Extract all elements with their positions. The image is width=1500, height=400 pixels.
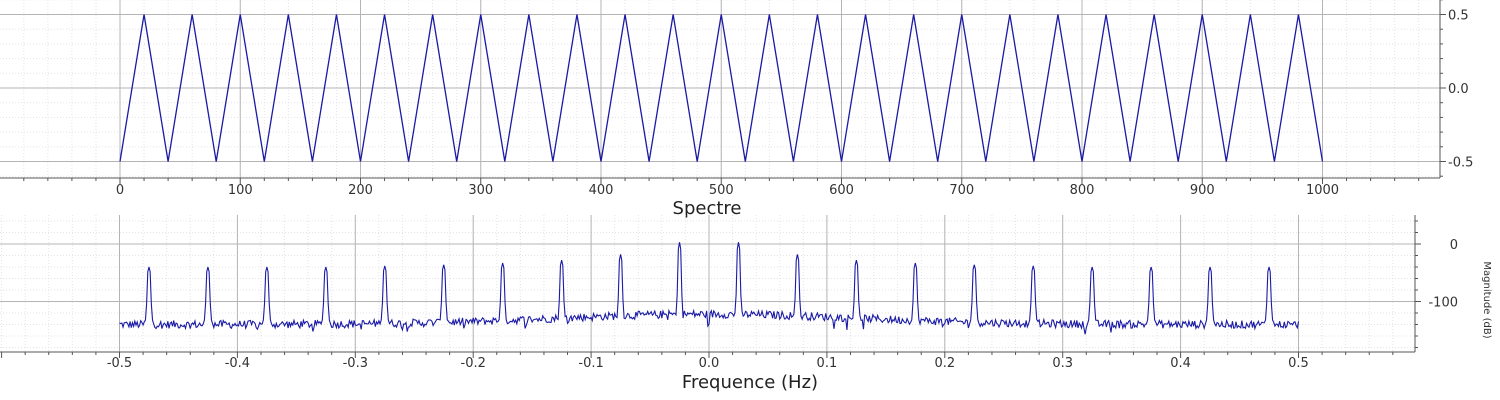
spectrum-plot-x-tick-label: 0.0 bbox=[699, 356, 720, 371]
time-plot-x-tick-label: 900 bbox=[1190, 183, 1215, 198]
time-plot-x-tick-label: 0 bbox=[116, 183, 124, 198]
spectrum-line bbox=[119, 242, 1300, 335]
spectrum-plot-x-tick-label: -0.3 bbox=[343, 356, 368, 371]
time-plot-x-tick-label: 500 bbox=[709, 183, 734, 198]
spectrum-plot-x-tick-label: -0.1 bbox=[578, 356, 603, 371]
time-plot-major-grid bbox=[0, 0, 1440, 178]
spectrum-plot-x-tick-label: 0.3 bbox=[1052, 356, 1073, 371]
spectrum-plot-y-tick-label: -100 bbox=[1428, 296, 1458, 311]
time-plot-x-ticks: 0 100 200 300 400 500 600 700 800 900 1000 bbox=[23, 178, 1420, 198]
spectrum-plot-x-tick-label: -0.4 bbox=[225, 356, 250, 371]
time-plot-x-tick-label: 700 bbox=[949, 183, 974, 198]
spectrum-plot-x-tick-label: 0.2 bbox=[934, 356, 955, 371]
time-plot-y-ticks: -0.5 0.0 0.5 bbox=[1440, 0, 1473, 177]
spectrum-plot-series bbox=[119, 242, 1300, 335]
time-plot-y-tick-label: 0.0 bbox=[1448, 82, 1469, 97]
spectrum-plot: -0.5 -0.4 -0.3 -0.2 -0.1 0.0 0.1 0.2 0.3 0.4 0.5 -… bbox=[0, 215, 1458, 371]
spectrum-plot-x-ticks: -0.5 -0.4 -0.3 -0.2 -0.1 0.0 0.1 0.2 0.3 0.4 0.5 bbox=[1, 352, 1394, 371]
spectrum-plot-y-ticks: -100 0 bbox=[1415, 220, 1458, 348]
time-plot: 0 100 200 300 400 500 600 700 800 900 1000 -0.5 0.0… bbox=[0, 0, 1473, 198]
time-plot-x-tick-label: 200 bbox=[348, 183, 373, 198]
spectrum-plot-x-tick-label: -0.5 bbox=[107, 356, 132, 371]
time-plot-series bbox=[119, 14, 1324, 162]
spectrum-plot-x-tick-label: 0.5 bbox=[1288, 356, 1309, 371]
spectrum-title: Spectre bbox=[673, 198, 742, 219]
spectrum-plot-minor-grid bbox=[0, 215, 1415, 352]
time-plot-x-tick-label: 800 bbox=[1070, 183, 1095, 198]
time-plot-x-tick-label: 400 bbox=[589, 183, 614, 198]
time-plot-line bbox=[119, 14, 1324, 162]
time-plot-x-tick-label: 100 bbox=[228, 183, 253, 198]
time-plot-x-tick-label: 1000 bbox=[1306, 183, 1339, 198]
spectrum-plot-y-tick-label: 0 bbox=[1450, 238, 1458, 253]
spectrum-plot-x-tick-label: 0.4 bbox=[1170, 356, 1191, 371]
spectrum-plot-x-tick-label: 0.1 bbox=[817, 356, 838, 371]
spectrum-plot-major-grid bbox=[0, 215, 1415, 352]
time-plot-y-tick-label: -0.5 bbox=[1448, 156, 1473, 171]
spectrum-plot-x-tick-label: -0.2 bbox=[461, 356, 486, 371]
spectrum-x-axis-label: Frequence (Hz) bbox=[682, 372, 818, 393]
time-plot-x-tick-label: 600 bbox=[829, 183, 854, 198]
time-plot-x-tick-label: 300 bbox=[468, 183, 493, 198]
time-plot-y-tick-label: 0.5 bbox=[1448, 9, 1469, 24]
spectrum-y-axis-label: Magnitude (dB) bbox=[1481, 261, 1492, 338]
